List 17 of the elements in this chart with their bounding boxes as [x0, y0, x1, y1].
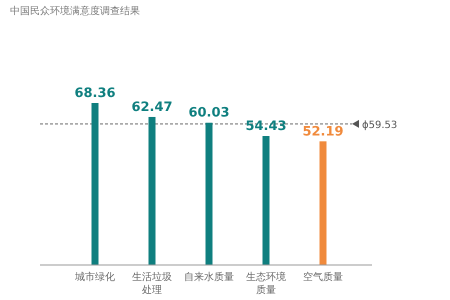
x-tick-label: 空气质量 — [303, 271, 343, 283]
bar — [320, 141, 326, 265]
x-tick-label: 自来水质量 — [184, 271, 234, 283]
bar — [148, 116, 156, 265]
data-label: 60.03 — [188, 106, 230, 121]
chart-title: 中国民众环境满意度调查结果 — [10, 5, 140, 17]
data-label: 62.47 — [131, 100, 173, 115]
data-label: 68.36 — [74, 86, 116, 101]
x-tick-label: 生活垃圾处理 — [132, 271, 172, 296]
data-label: 52.19 — [302, 124, 344, 140]
bar — [92, 103, 98, 265]
x-tick-label: 生态环境质量 — [246, 271, 286, 296]
bar — [262, 136, 270, 265]
x-tick-label: 城市绿化 — [74, 271, 115, 283]
bar — [206, 122, 212, 265]
ref-line-label: ϕ59.53 — [362, 120, 398, 131]
data-label: 54.43 — [245, 119, 287, 134]
